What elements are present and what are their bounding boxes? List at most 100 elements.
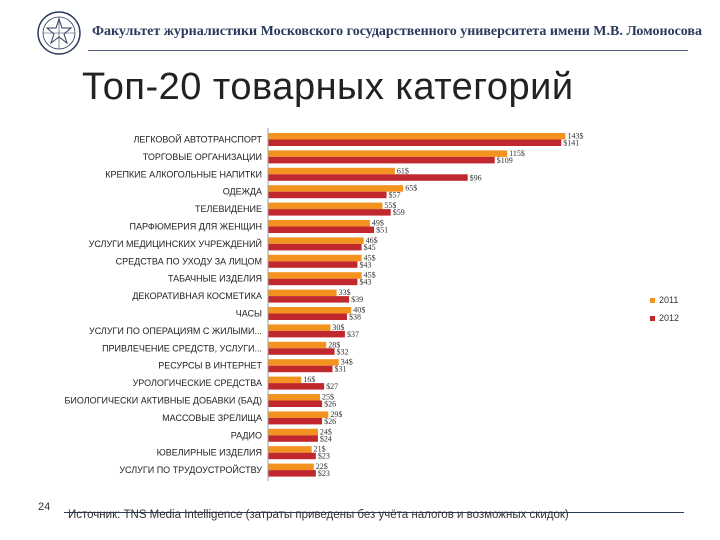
category-label: ТЕЛЕВИДЕНИЕ <box>195 204 262 214</box>
legend-swatch-2011 <box>650 298 655 303</box>
bar-2011 <box>268 359 339 366</box>
bar-2012 <box>268 383 325 390</box>
footer-divider <box>64 512 684 513</box>
data-label-2011: 143$ <box>567 132 583 141</box>
data-label-2012: $45 <box>364 243 376 252</box>
bar-2012 <box>268 330 345 338</box>
data-label-2011: 21$ <box>314 445 326 454</box>
bar-2012 <box>268 313 348 320</box>
bar-2012 <box>268 243 362 251</box>
bar-2011 <box>268 150 508 157</box>
bar-2012 <box>268 156 495 164</box>
data-label-2012: $43 <box>359 260 371 269</box>
data-label-2012: $23 <box>318 469 330 478</box>
bar-2011 <box>268 463 314 471</box>
category-label: ТОРГОВЫЕ ОРГАНИЗАЦИИ <box>143 152 262 162</box>
data-label-2012: $24 <box>320 434 332 443</box>
bar-2012 <box>268 209 391 216</box>
bar-2012 <box>268 365 333 373</box>
data-label-2011: 45$ <box>364 271 376 280</box>
bar-2012 <box>268 470 316 477</box>
category-label: УСЛУГИ ПО ТРУДОУСТРОЙСТВУ <box>119 464 262 475</box>
category-label: РАДИО <box>231 430 262 440</box>
bar-2011 <box>268 220 370 227</box>
bar-2011 <box>268 428 318 436</box>
data-label-2012: $23 <box>318 452 330 461</box>
bar-2012 <box>268 296 350 303</box>
bar-2011 <box>268 133 566 140</box>
slide-header: Факультет журналистики Московского госуд… <box>0 0 720 60</box>
category-label: ПРИВЛЕЧЕНИЕ СРЕДСТВ, УСЛУГИ... <box>102 343 262 353</box>
category-label: МАССОВЫЕ ЗРЕЛИЩА <box>162 413 262 423</box>
bar-2011 <box>268 341 327 349</box>
data-label-2012: $57 <box>389 191 401 200</box>
data-label-2011: 16$ <box>303 375 315 384</box>
data-label-2012: $59 <box>393 208 405 217</box>
category-label: РЕСУРСЫ В ИНТЕРНЕТ <box>158 361 262 371</box>
bar-2012 <box>268 191 387 199</box>
data-label-2011: 49$ <box>372 219 384 228</box>
data-label-2011: 34$ <box>341 358 353 367</box>
category-label: ДЕКОРАТИВНАЯ КОСМЕТИКА <box>132 291 262 301</box>
bar-2012 <box>268 435 318 442</box>
source-note: Источник: TNS Media Intelligence (затрат… <box>68 509 569 521</box>
data-label-2011: 29$ <box>330 410 342 419</box>
data-label-2011: 115$ <box>509 149 525 158</box>
category-label: ЮВЕЛИРНЫЕ ИЗДЕЛИЯ <box>157 448 262 458</box>
data-label-2012: $96 <box>470 173 482 182</box>
data-label-2011: 46$ <box>366 236 378 245</box>
data-label-2012: $39 <box>351 295 363 304</box>
data-label-2012: $26 <box>324 400 336 409</box>
data-label-2012: $51 <box>376 226 388 235</box>
data-label-2012: $27 <box>326 382 338 391</box>
legend-label-2012: 2012 <box>659 313 679 323</box>
faculty-name: Факультет журналистики Московского госуд… <box>92 24 702 39</box>
data-label-2011: 55$ <box>384 201 396 210</box>
data-label-2011: 22$ <box>316 462 328 471</box>
bar-2012 <box>268 417 323 425</box>
category-label: УРОЛОГИЧЕСКИЕ СРЕДСТВА <box>133 378 262 388</box>
category-label: УСЛУГИ ПО ОПЕРАЦИЯМ С ЖИЛЫМИ... <box>89 326 262 336</box>
bar-2011 <box>268 167 395 175</box>
bar-2011 <box>268 411 329 418</box>
category-label: ТАБАЧНЫЕ ИЗДЕЛИЯ <box>168 274 262 284</box>
category-label: ЛЕГКОВОЙ АВТОТРАНСПОРТ <box>133 134 262 145</box>
data-label-2011: 33$ <box>339 288 351 297</box>
data-label-2012: $109 <box>497 156 513 165</box>
data-label-2012: $31 <box>334 365 346 374</box>
bar-chart: ЛЕГКОВОЙ АВТОТРАНСПОРТ 143$$141 ТОРГОВЫЕ О… <box>64 128 679 481</box>
bar-2012 <box>268 400 323 407</box>
bar-2011 <box>268 376 302 384</box>
category-label: БИОЛОГИЧЕСКИ АКТИВНЫЕ ДОБАВКИ (БАД) <box>64 396 262 406</box>
bar-2012 <box>268 226 375 233</box>
page-number: 24 <box>38 501 51 513</box>
category-label: ОДЕЖДА <box>223 187 262 197</box>
slide-title: Топ-20 товарных категорий <box>82 66 574 108</box>
bar-2011 <box>268 307 352 314</box>
category-label: КРЕПКИЕ АЛКОГОЛЬНЫЕ НАПИТКИ <box>105 169 262 179</box>
data-label-2012: $37 <box>347 330 359 339</box>
category-label: СРЕДСТВА ПО УХОДУ ЗА ЛИЦОМ <box>116 256 262 266</box>
data-label-2011: 65$ <box>405 184 417 193</box>
data-label-2011: 61$ <box>397 166 409 175</box>
bar-2011 <box>268 237 364 244</box>
bar-2011 <box>268 324 331 331</box>
category-label: УСЛУГИ МЕДИЦИНСКИХ УЧРЕЖДЕНИЙ <box>89 238 262 249</box>
bar-2011 <box>268 254 362 262</box>
bar-2012 <box>268 261 358 268</box>
data-label-2012: $38 <box>349 313 361 322</box>
data-label-2011: 45$ <box>364 253 376 262</box>
data-label-2011: 40$ <box>353 306 365 315</box>
bar-2011 <box>268 289 337 297</box>
bar-2011 <box>268 272 362 279</box>
msu-emblem-icon <box>37 11 81 55</box>
category-label: ПАРФЮМЕРИЯ ДЛЯ ЖЕНЩИН <box>130 222 263 232</box>
legend-swatch-2012 <box>650 316 655 321</box>
bar-2011 <box>268 185 404 192</box>
bar-2011 <box>268 202 383 210</box>
data-label-2012: $43 <box>359 278 371 287</box>
data-label-2011: 24$ <box>320 427 332 436</box>
category-label: ЧАСЫ <box>236 309 262 319</box>
legend-label-2011: 2011 <box>659 295 678 305</box>
data-label-2012: $141 <box>563 139 579 148</box>
